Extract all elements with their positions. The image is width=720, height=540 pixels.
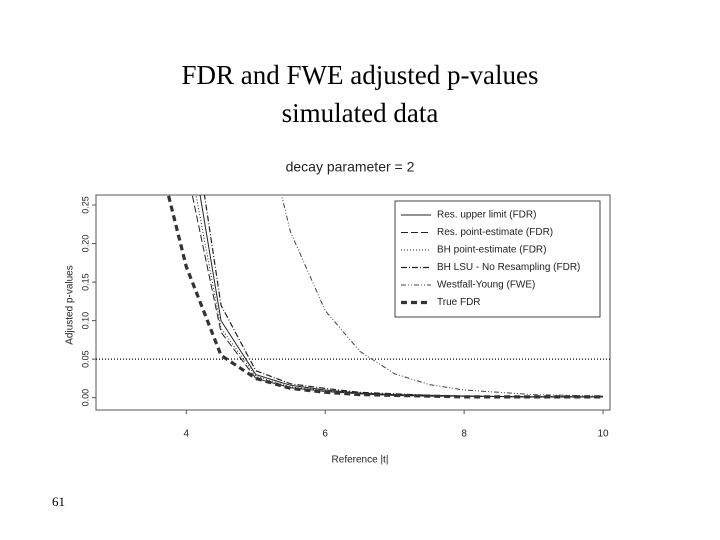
y-tick-label: 0.05 xyxy=(80,350,90,368)
x-axis-label: Reference |t| xyxy=(332,455,389,466)
legend-label: True FDR xyxy=(437,297,481,308)
plot-frame xyxy=(95,194,611,411)
y-tick-label: 0.10 xyxy=(80,312,90,330)
legend-label: BH point-estimate (FDR) xyxy=(437,245,546,256)
x-tick-label: 8 xyxy=(461,429,467,440)
legend-label: Westfall-Young (FWE) xyxy=(437,280,535,291)
y-tick-label: 0.25 xyxy=(80,196,90,214)
plot-area xyxy=(166,195,604,399)
page-number: 61 xyxy=(52,494,65,509)
legend-label: BH LSU - No Resampling (FDR) xyxy=(437,262,580,273)
slide-title: simulated data xyxy=(281,98,439,128)
chart-subtitle: decay parameter = 2 xyxy=(286,159,415,175)
legend-label: Res. point-estimate (FDR) xyxy=(437,227,553,238)
x-tick-label: 4 xyxy=(184,429,190,440)
slide-title: FDR and FWE adjusted p-values xyxy=(181,60,539,90)
y-tick-label: 0.20 xyxy=(80,235,90,253)
series-line xyxy=(280,195,604,397)
y-tick-label: 0.15 xyxy=(80,273,90,291)
x-tick-label: 10 xyxy=(597,429,609,440)
x-tick-label: 6 xyxy=(322,429,328,440)
legend-label: Res. upper limit (FDR) xyxy=(437,210,536,221)
y-tick-label: 0.00 xyxy=(80,389,90,407)
legend-box xyxy=(394,200,601,318)
y-axis-label: Adjusted p-values xyxy=(65,265,76,345)
series-line xyxy=(166,195,604,399)
